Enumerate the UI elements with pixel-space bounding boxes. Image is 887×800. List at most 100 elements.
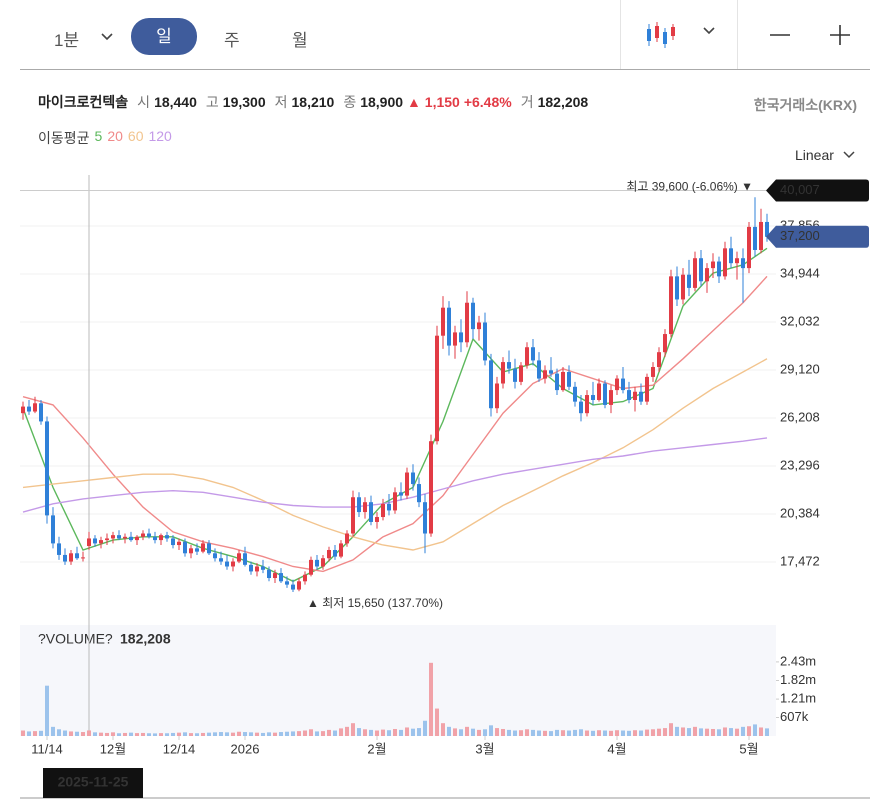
volume-bar: [741, 726, 745, 736]
x-tick-label: 12/14: [163, 741, 196, 756]
candle-body: [663, 334, 667, 353]
volume-bar: [399, 729, 403, 736]
high-annotation: 최고 39,600 (-6.06%) ▼: [626, 179, 753, 193]
volume-bar: [51, 726, 55, 736]
ma-label: 이동평균: [38, 130, 90, 146]
candle-body: [747, 226, 751, 269]
volume-bar: [645, 729, 649, 736]
volume-bar: [675, 726, 679, 736]
scale-mode[interactable]: Linear: [795, 147, 856, 163]
zoom-in[interactable]: [828, 24, 852, 46]
y-tick-label: 2.43m: [780, 653, 816, 668]
interval-select[interactable]: 1분: [54, 31, 80, 50]
volume-bar: [303, 730, 307, 736]
volume-bar: [717, 729, 721, 736]
volume-bar: [687, 728, 691, 736]
volume-bar: [219, 732, 223, 736]
low-annotation: ▲ 최저 15,650 (137.70%): [307, 596, 443, 610]
candle-body: [249, 564, 253, 572]
volume-bar: [45, 685, 49, 736]
candle-body: [489, 360, 493, 409]
tab-month[interactable]: 월: [292, 31, 308, 50]
volume-bar: [63, 730, 67, 736]
candle-body: [585, 395, 589, 414]
candle-body: [453, 332, 457, 346]
change-value: ▲ 1,150: [407, 94, 460, 110]
volume-bar: [585, 730, 589, 736]
volume-bar: [351, 723, 355, 736]
legend-item: 120: [148, 128, 172, 144]
y-tick-label: 32,032: [780, 313, 820, 328]
candle-body: [147, 533, 151, 537]
chart-type-icon[interactable]: [644, 20, 678, 50]
volume-bar: [27, 731, 31, 736]
high-value: 19,300: [222, 94, 266, 110]
volume-bar: [603, 730, 607, 736]
volume-bar: [345, 726, 349, 736]
volume-bar: [81, 732, 85, 736]
candle-body: [255, 566, 259, 572]
volume-bar: [327, 729, 331, 736]
candle-body: [621, 378, 625, 391]
exchange: 한국거래소(KRX): [753, 97, 857, 113]
candle-body: [417, 484, 421, 503]
volume-bar: [363, 729, 367, 736]
candle-body: [675, 276, 679, 300]
volume-bar: [225, 732, 229, 736]
candle-body: [651, 367, 655, 377]
chevron[interactable]: [702, 24, 716, 38]
candle-body: [633, 391, 637, 400]
volume-bar: [207, 732, 211, 736]
candle-body: [627, 390, 631, 400]
volume-bar: [33, 731, 37, 736]
tab-week[interactable]: 주: [224, 31, 240, 50]
candle-body: [51, 515, 55, 544]
volume-bar: [747, 726, 751, 736]
candle-body: [195, 548, 199, 552]
volume-bar: [555, 729, 559, 736]
candle-body: [567, 371, 571, 387]
volume-bar: [669, 723, 673, 736]
candle-body: [141, 533, 145, 537]
volume-bar: [297, 731, 301, 736]
volume-bar: [87, 730, 91, 736]
zoom-out[interactable]: [768, 24, 792, 46]
scale-mode-text: Linear: [795, 147, 834, 163]
ma-line: [22, 437, 768, 513]
candle-body: [381, 503, 385, 518]
volume-bar: [531, 729, 535, 736]
chevron[interactable]: [100, 30, 114, 44]
volume-bar: [723, 727, 727, 736]
volume-bar: [633, 730, 637, 736]
volume-bar: [171, 732, 175, 736]
volume-bar: [141, 732, 145, 736]
candle-body: [315, 559, 319, 567]
candle-body: [501, 362, 505, 384]
volume-bar: [159, 733, 163, 736]
candle-body: [435, 335, 439, 442]
volume-bar: [315, 731, 319, 736]
candle-body: [345, 533, 349, 544]
candle-body: [123, 536, 127, 539]
volume-bar: [309, 729, 313, 736]
high-label: 고: [205, 94, 219, 110]
candle-body: [303, 574, 307, 582]
volume-bar: [435, 708, 439, 736]
price-badge: [766, 225, 869, 248]
candle-body: [441, 307, 445, 336]
volume-bar: [705, 728, 709, 736]
x-tick-label: 5월: [739, 741, 758, 756]
volume-bar: [285, 731, 289, 736]
candle-body: [279, 573, 283, 582]
volume-bar: [483, 729, 487, 736]
candle-body: [447, 307, 451, 346]
low-label: 저: [274, 94, 288, 110]
candle-body: [39, 403, 43, 422]
volume-bar: [627, 730, 631, 736]
tab-day[interactable]: 일: [131, 18, 197, 55]
candle-body: [183, 541, 187, 554]
candle-body: [543, 370, 547, 379]
volume-bar: [489, 725, 493, 736]
volume-bar: [609, 730, 613, 736]
toolbar-border: [20, 69, 870, 70]
